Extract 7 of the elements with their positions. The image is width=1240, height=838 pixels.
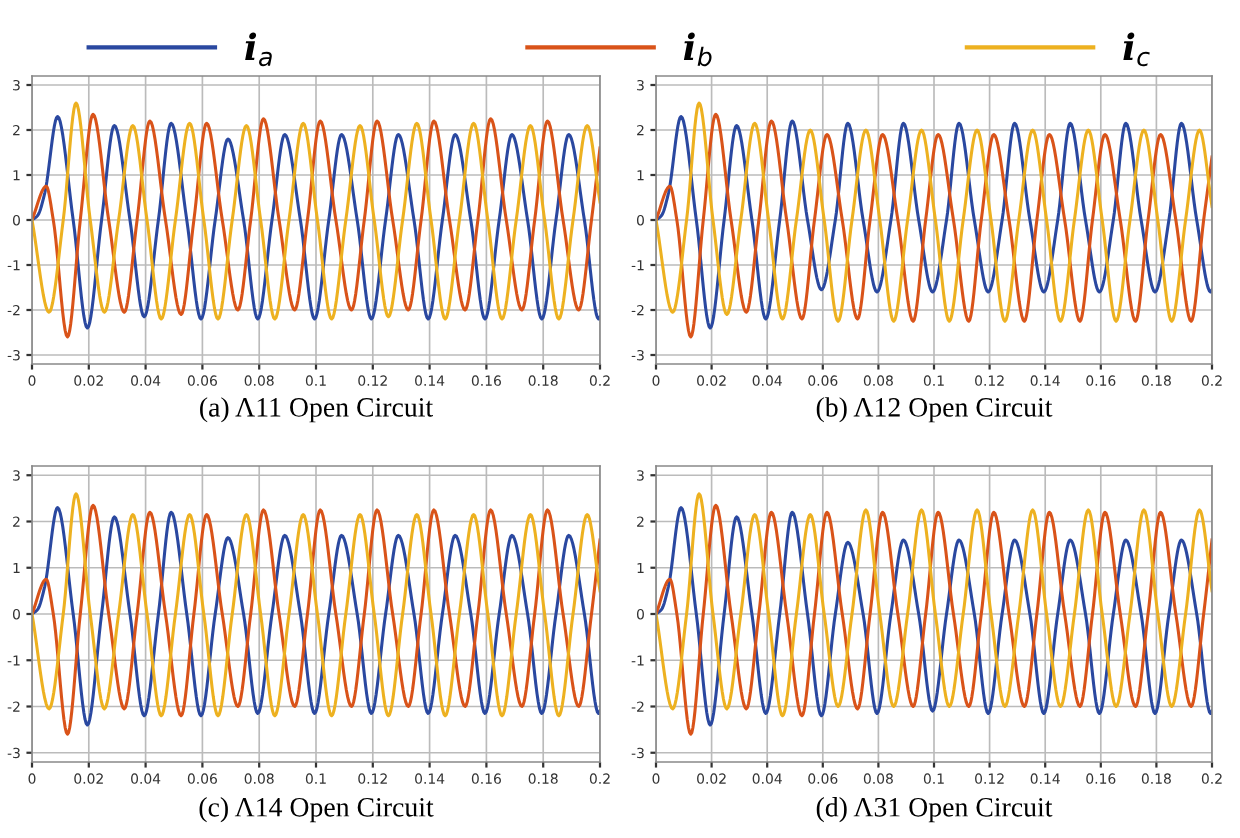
legend-label: i$_{c}$ bbox=[1123, 32, 1150, 67]
text: (d) Λ31 Open Circuit bbox=[816, 797, 1053, 823]
text: (b) Λ12 Open Circuit bbox=[816, 397, 1053, 423]
text: (a) Λ11 Open Circuit bbox=[200, 397, 433, 423]
text: (c) Λ14 Open Circuit bbox=[199, 797, 434, 823]
legend-label: i$_{a}$ bbox=[245, 32, 272, 67]
legend-label: i$_{b}$ bbox=[683, 32, 712, 67]
